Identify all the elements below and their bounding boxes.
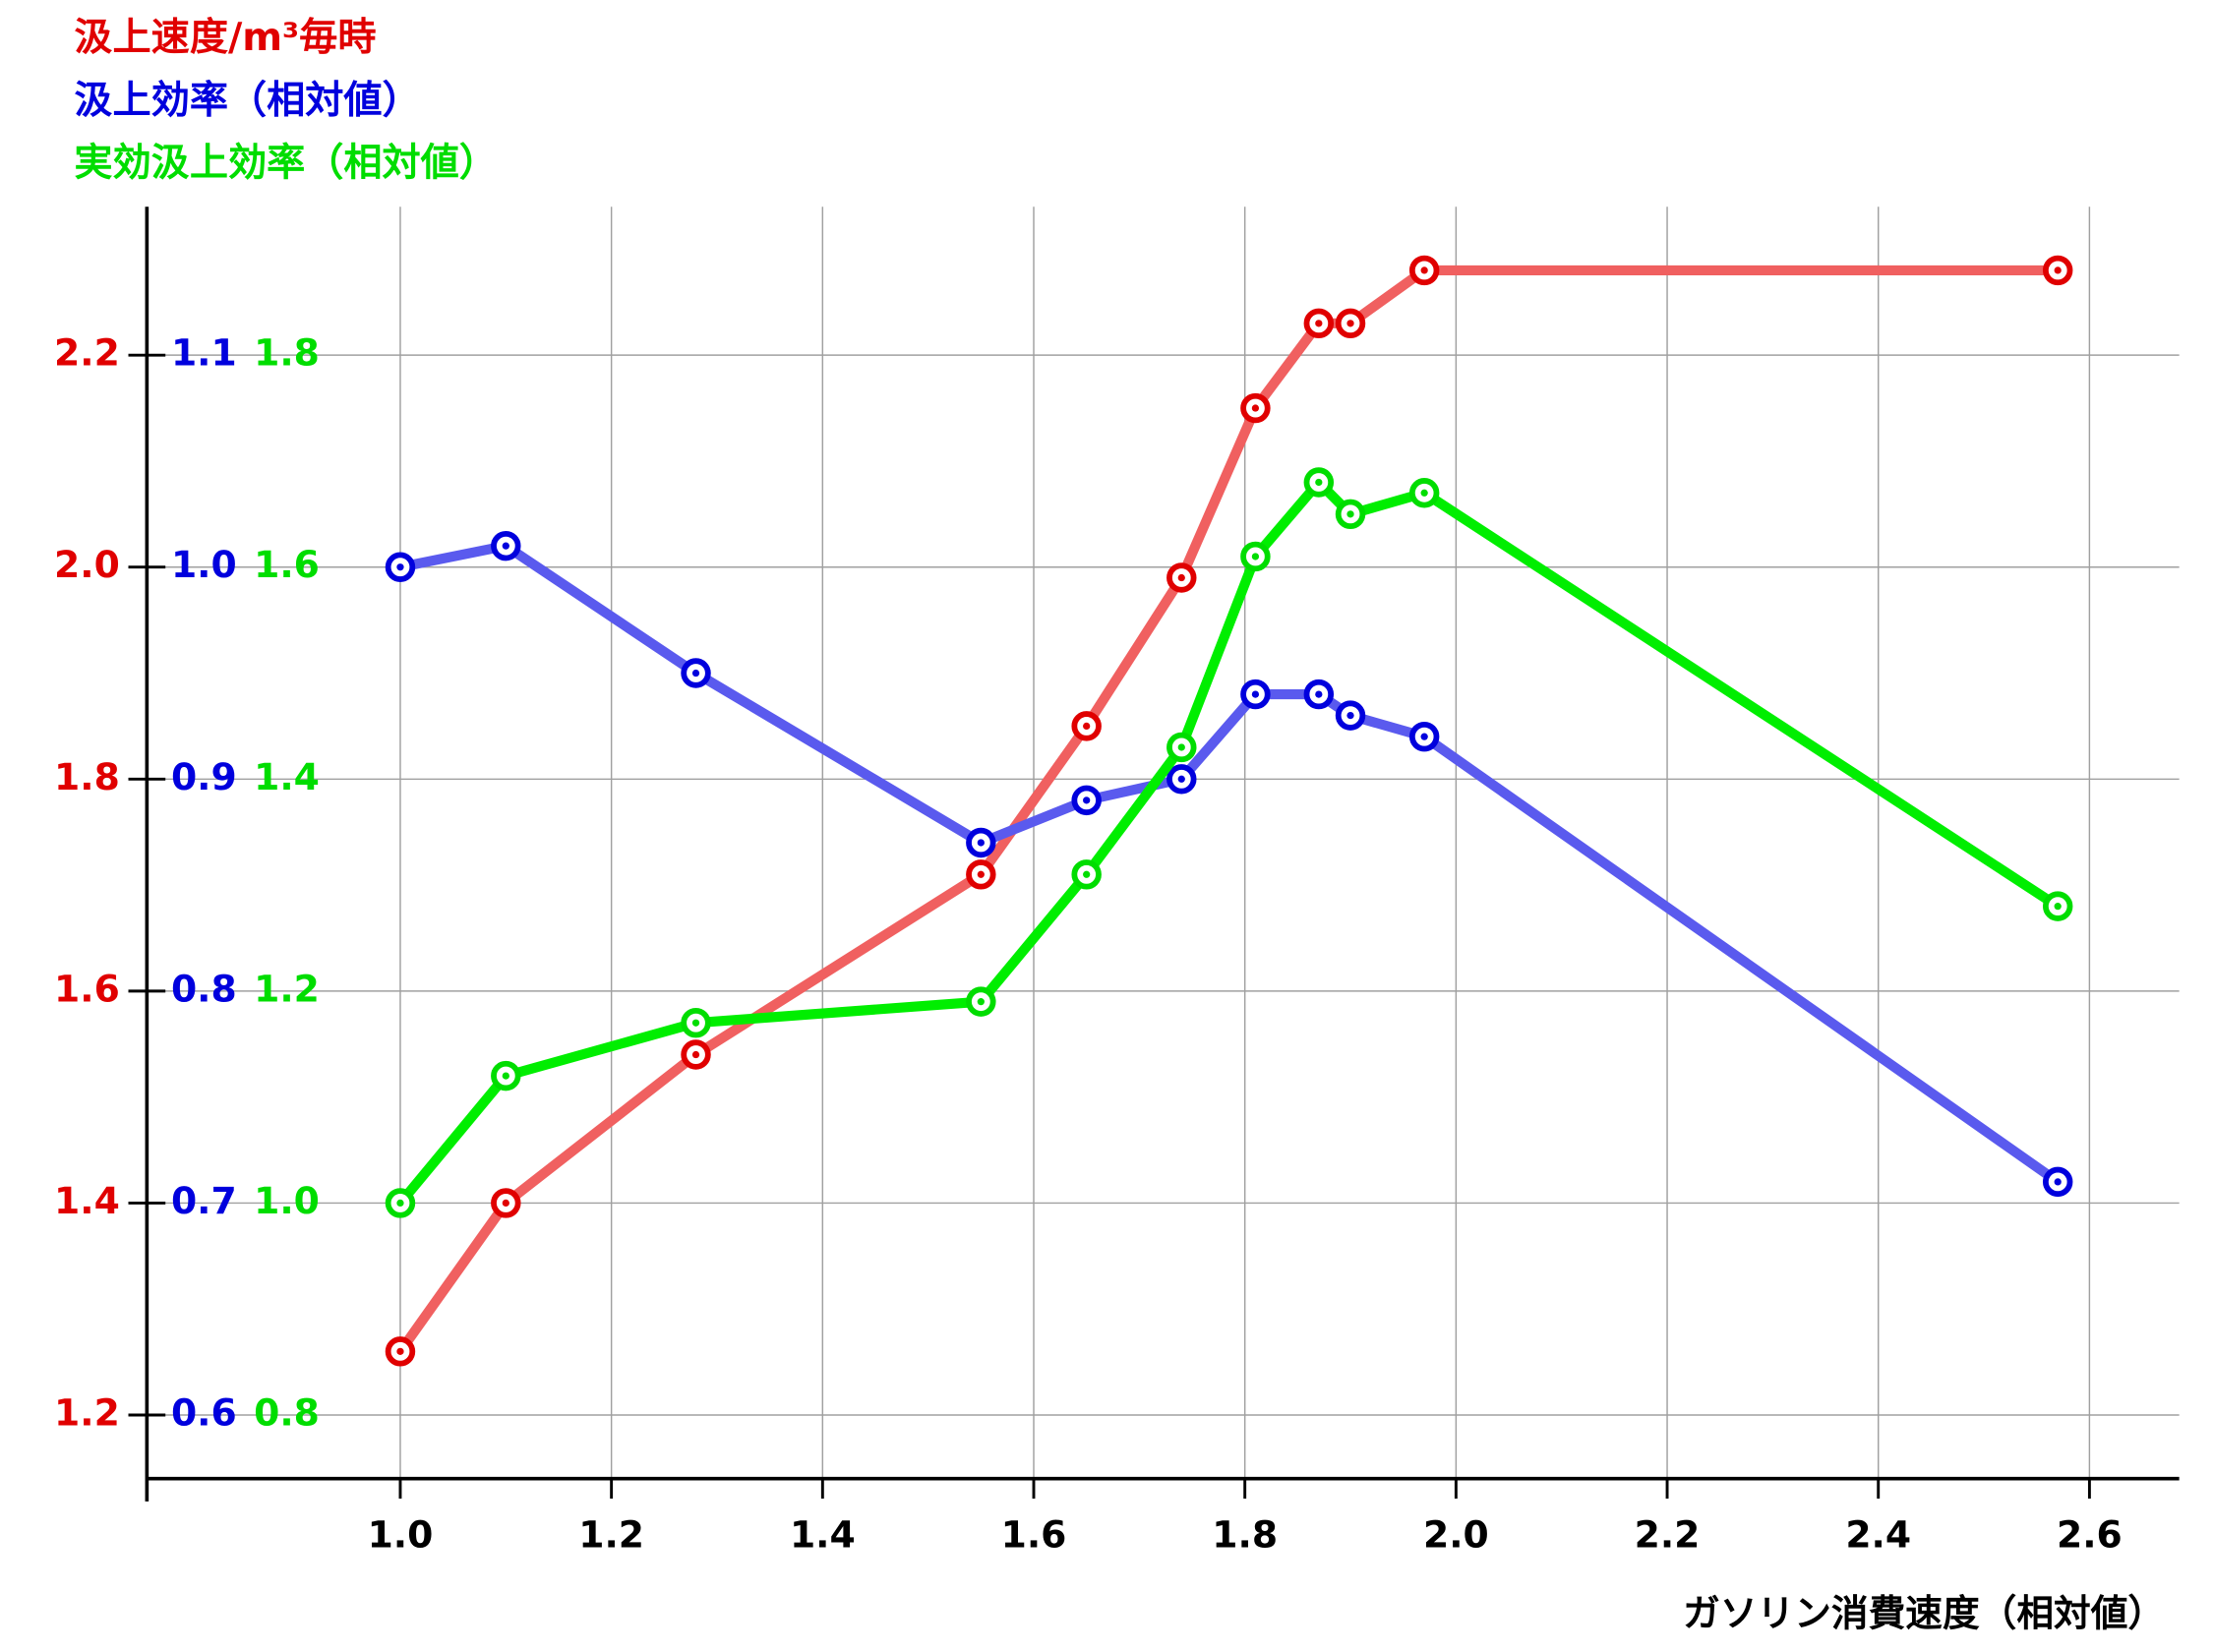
data-point-center <box>1251 553 1260 560</box>
data-point-center <box>1420 266 1428 274</box>
y-tick-label: 1.4 <box>54 1179 120 1222</box>
x-tick-label: 1.4 <box>790 1513 856 1557</box>
data-point-center <box>1346 510 1354 518</box>
y-tick-label: 2.0 <box>54 543 120 586</box>
x-tick-label: 2.2 <box>1635 1513 1701 1557</box>
data-point-center <box>502 1199 509 1208</box>
data-point-center <box>1083 722 1091 731</box>
legend-label: 汲上効率（相対値） <box>74 79 420 123</box>
data-point-center <box>396 563 404 571</box>
data-point-center <box>691 1050 700 1059</box>
x-tick-label: 1.8 <box>1212 1513 1278 1557</box>
y-tick-label: 0.6 <box>171 1391 237 1435</box>
data-point-center <box>1315 690 1323 698</box>
legend-label: 汲上速度/m³毎時 <box>74 16 376 60</box>
y-tick-label: 1.0 <box>254 1179 320 1222</box>
data-point-center <box>1315 320 1323 327</box>
data-point-center <box>1251 690 1260 698</box>
data-point-center <box>502 542 509 550</box>
data-point-center <box>1177 743 1185 751</box>
y-tick-label: 1.2 <box>254 967 320 1010</box>
series-line <box>395 265 2059 1355</box>
y-tick-label: 1.6 <box>54 967 120 1010</box>
data-point-center <box>1083 796 1091 804</box>
data-point-center <box>1251 404 1260 412</box>
y-tick-label: 2.2 <box>54 331 120 375</box>
x-axis-label: ガソリン消費速度（相対値） <box>1683 1591 2165 1634</box>
y-tick-label: 0.8 <box>254 1391 320 1435</box>
y-tick-label: 1.2 <box>54 1391 120 1435</box>
y-tick-label: 0.8 <box>171 967 237 1010</box>
data-point-center <box>2054 903 2062 911</box>
x-tick-label: 1.6 <box>1001 1513 1067 1557</box>
data-point-center <box>1177 573 1185 582</box>
data-point-center <box>691 669 700 678</box>
y-tick-label: 0.9 <box>171 755 237 798</box>
data-point-center <box>977 870 985 878</box>
x-tick-label: 1.0 <box>368 1513 434 1557</box>
data-point-center <box>1420 733 1428 740</box>
data-point-center <box>502 1072 509 1080</box>
data-point-center <box>2054 1178 2062 1186</box>
data-point-center <box>1083 870 1091 878</box>
data-point-center <box>2054 266 2062 274</box>
y-tick-label: 1.6 <box>254 543 320 586</box>
y-tick-label: 1.8 <box>54 755 120 798</box>
data-point-center <box>1177 775 1185 783</box>
data-point-center <box>396 1347 404 1355</box>
x-tick-label: 2.0 <box>1423 1513 1489 1557</box>
data-point-center <box>1346 320 1354 327</box>
data-point-center <box>691 1019 700 1027</box>
data-point-center <box>977 998 985 1006</box>
x-tick-label: 2.6 <box>2057 1513 2123 1557</box>
y-tick-label: 1.4 <box>254 755 320 798</box>
data-point-center <box>1420 489 1428 497</box>
x-tick-label: 2.4 <box>1845 1513 1911 1557</box>
y-tick-label: 1.8 <box>254 331 320 375</box>
data-point-center <box>1346 711 1354 720</box>
legend-label: 実効汲上効率（相対値） <box>74 142 498 186</box>
x-tick-label: 1.2 <box>578 1513 644 1557</box>
y-tick-label: 0.7 <box>171 1179 237 1222</box>
y-tick-label: 1.0 <box>171 543 237 586</box>
data-point-center <box>1315 478 1323 487</box>
y-tick-label: 1.1 <box>171 331 237 375</box>
data-point-center <box>977 839 985 847</box>
data-point-center <box>396 1199 404 1208</box>
